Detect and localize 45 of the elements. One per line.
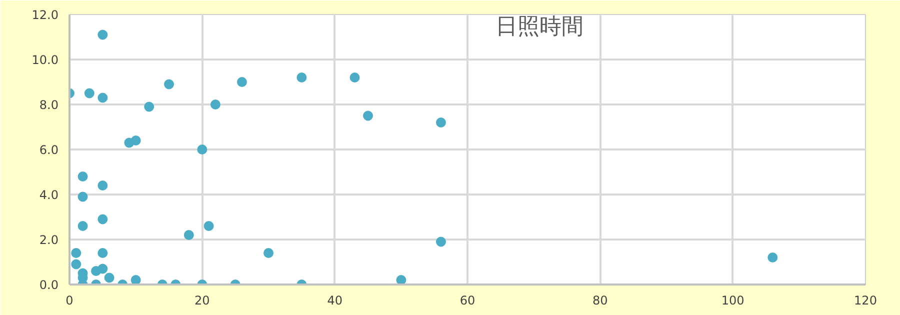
y-tick-label: 4.0 xyxy=(39,188,59,202)
point xyxy=(71,248,82,258)
point xyxy=(144,102,154,112)
point xyxy=(98,92,108,103)
point xyxy=(350,72,360,82)
point xyxy=(78,192,88,202)
point xyxy=(236,77,247,87)
point xyxy=(396,275,406,284)
point xyxy=(98,30,108,40)
y-tick-label: 10.0 xyxy=(32,53,58,67)
point xyxy=(204,221,214,231)
chart-title: 日照時間 xyxy=(496,14,584,40)
point xyxy=(98,248,108,258)
y-tick-label: 8.0 xyxy=(39,98,59,112)
x-tick-label: 120 xyxy=(854,294,877,308)
y-tick-label: 12.0 xyxy=(32,8,58,22)
point xyxy=(264,248,274,258)
point xyxy=(84,88,94,98)
point xyxy=(130,275,141,284)
y-tick-label: 2.0 xyxy=(39,233,59,247)
point xyxy=(104,272,114,283)
point xyxy=(197,144,208,154)
x-tick-label: 20 xyxy=(194,294,210,308)
point xyxy=(164,79,174,90)
point xyxy=(71,259,82,270)
point xyxy=(210,100,220,110)
point xyxy=(296,72,307,82)
point xyxy=(363,110,373,121)
point xyxy=(78,172,88,182)
y-tick-label: 0.0 xyxy=(39,278,59,292)
point xyxy=(98,264,108,274)
point xyxy=(768,252,778,262)
x-tick-label: 40 xyxy=(327,294,342,308)
point xyxy=(98,180,108,190)
x-tick-label: 100 xyxy=(721,294,744,308)
point xyxy=(78,221,88,231)
x-tick-label: 0 xyxy=(66,294,74,308)
point xyxy=(184,230,194,240)
x-tick-label: 80 xyxy=(592,294,608,308)
point xyxy=(436,118,446,128)
point xyxy=(130,136,141,146)
x-tick-label: 60 xyxy=(460,294,476,308)
y-tick-label: 6.0 xyxy=(39,143,59,157)
point xyxy=(98,214,108,224)
point xyxy=(436,236,446,247)
